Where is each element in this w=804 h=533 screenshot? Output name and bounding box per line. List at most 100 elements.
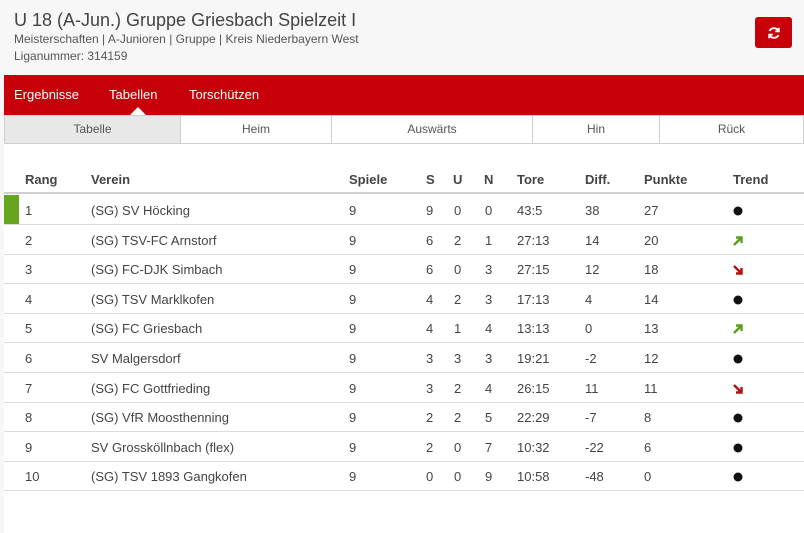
cell-diff: -48: [585, 469, 604, 485]
cell-rang: 2: [25, 232, 33, 248]
cell-n: 7: [485, 439, 493, 455]
nav-ergebnisse[interactable]: Ergebnisse: [14, 87, 80, 102]
table-view-tabs: Tabelle Heim Auswärts Hin Rück: [4, 115, 804, 144]
active-nav-indicator: [130, 107, 146, 115]
trend-down-icon: [732, 263, 744, 275]
cell-verein[interactable]: (SG) FC-DJK Simbach: [91, 262, 223, 278]
trend-down-icon: [732, 382, 744, 394]
cell-diff: 11: [585, 380, 599, 396]
cell-tore: 19:21: [517, 351, 550, 366]
cell-n: 4: [485, 380, 493, 396]
standings-table: Rang Verein Spiele S U N Tore Diff. Punk…: [4, 144, 804, 533]
nav-tabellen[interactable]: Tabellen: [109, 87, 158, 102]
trend-same-icon: [732, 441, 744, 453]
cell-verein[interactable]: (SG) FC Gottfrieding: [91, 380, 211, 396]
cell-s: 4: [426, 291, 434, 307]
cell-diff: 0: [585, 321, 593, 337]
table-row: 2 (SG) TSV-FC Arnstorf 9 6 2 1 27:13 14 20: [4, 225, 804, 255]
cell-u: 0: [454, 203, 462, 218]
cell-s: 4: [426, 321, 434, 337]
col-u: U: [453, 172, 463, 187]
cell-diff: 12: [585, 262, 600, 278]
table-row: 9 SV Grossköllnbach (flex) 9 2 0 7 10:32 -22 6: [4, 432, 804, 462]
trend-same-icon: [732, 470, 744, 482]
cell-diff: 14: [585, 232, 600, 248]
cell-verein[interactable]: (SG) SV Höcking: [91, 203, 190, 218]
cell-spiele: 9: [349, 439, 357, 455]
cell-diff: -7: [585, 410, 597, 426]
cell-s: 6: [426, 262, 434, 278]
cell-u: 2: [454, 232, 462, 248]
cell-rang: 6: [25, 351, 33, 366]
nav-torschuetzen[interactable]: Torschützen: [189, 87, 260, 102]
cell-n: 9: [485, 469, 493, 485]
tab-heim[interactable]: Heim: [181, 116, 332, 143]
cell-punkte: 6: [644, 439, 652, 455]
tab-auswaerts[interactable]: Auswärts: [332, 116, 533, 143]
table-header: Rang Verein Spiele S U N Tore Diff. Punk…: [4, 166, 804, 194]
cell-punkte: 20: [644, 232, 659, 248]
cell-verein[interactable]: (SG) TSV Marklkofen: [91, 291, 215, 307]
cell-spiele: 9: [349, 469, 357, 485]
cell-n: 3: [485, 291, 493, 307]
cell-rang: 4: [25, 291, 33, 307]
cell-u: 2: [454, 410, 462, 426]
tab-hin[interactable]: Hin: [533, 116, 660, 143]
cell-u: 2: [454, 291, 462, 307]
cell-s: 0: [426, 469, 434, 485]
table-row: 5 (SG) FC Griesbach 9 4 1 4 13:13 0 13: [4, 313, 804, 344]
tab-rueck[interactable]: Rück: [717, 122, 746, 136]
table-row: 4 (SG) TSV Marklkofen 9 4 2 3 17:13 4 14: [4, 284, 804, 314]
cell-spiele: 9: [349, 351, 357, 366]
cell-verein[interactable]: SV Grossköllnbach (flex): [91, 439, 235, 455]
cell-rang: 7: [25, 380, 33, 396]
cell-u: 2: [454, 380, 462, 396]
cell-verein[interactable]: (SG) TSV-FC Arnstorf: [91, 232, 217, 248]
cell-tore: 43:5: [517, 203, 543, 218]
cell-verein[interactable]: (SG) TSV 1893 Gangkofen: [91, 469, 247, 485]
cell-verein[interactable]: (SG) VfR Moosthenning: [91, 410, 230, 426]
cell-u: 0: [454, 439, 462, 455]
cell-s: 2: [426, 439, 434, 455]
cell-n: 0: [485, 203, 493, 218]
cell-tore: 17:13: [517, 291, 550, 307]
cell-u: 0: [454, 262, 462, 278]
cell-punkte: 18: [644, 262, 659, 278]
cell-s: 9: [426, 203, 434, 218]
cell-spiele: 9: [349, 321, 357, 337]
trend-same-icon: [732, 293, 744, 305]
cell-tore: 13:13: [517, 321, 550, 337]
cell-diff: 38: [585, 203, 600, 218]
leader-marker: [4, 195, 19, 224]
page-title: U 18 (A-Jun.) Gruppe Griesbach Spielzeit…: [14, 10, 357, 30]
table-row: 8 (SG) VfR Moosthenning 9 2 2 5 22:29 -7 8: [4, 402, 804, 433]
cell-n: 1: [485, 232, 493, 248]
cell-punkte: 12: [644, 351, 659, 366]
cell-u: 0: [454, 469, 462, 485]
cell-verein[interactable]: SV Malgersdorf: [91, 351, 181, 366]
cell-spiele: 9: [349, 232, 357, 248]
col-verein: Verein: [91, 172, 131, 187]
cell-tore: 27:15: [517, 262, 550, 278]
refresh-button[interactable]: [755, 17, 792, 48]
cell-spiele: 9: [349, 291, 357, 307]
cell-tore: 27:13: [517, 232, 550, 248]
table-row: 7 (SG) FC Gottfrieding 9 3 2 4 26:15 11 11: [4, 373, 804, 403]
cell-u: 1: [454, 321, 462, 337]
league-number: Liganummer: 314159: [14, 49, 128, 63]
cell-tore: 26:15: [517, 380, 550, 396]
cell-diff: -22: [585, 439, 604, 455]
tab-tabelle[interactable]: Tabelle: [5, 116, 181, 143]
cell-s: 6: [426, 232, 434, 248]
cell-n: 3: [485, 262, 493, 278]
cell-punkte: 13: [644, 321, 659, 337]
trend-up-icon: [732, 322, 744, 335]
col-trend: Trend: [733, 172, 769, 187]
cell-rang: 3: [25, 262, 33, 278]
col-s: S: [426, 172, 435, 187]
cell-verein[interactable]: (SG) FC Griesbach: [91, 321, 203, 337]
trend-same-icon: [732, 352, 744, 364]
cell-rang: 9: [25, 439, 33, 455]
cell-s: 3: [426, 351, 434, 366]
cell-tore: 10:32: [517, 439, 550, 455]
